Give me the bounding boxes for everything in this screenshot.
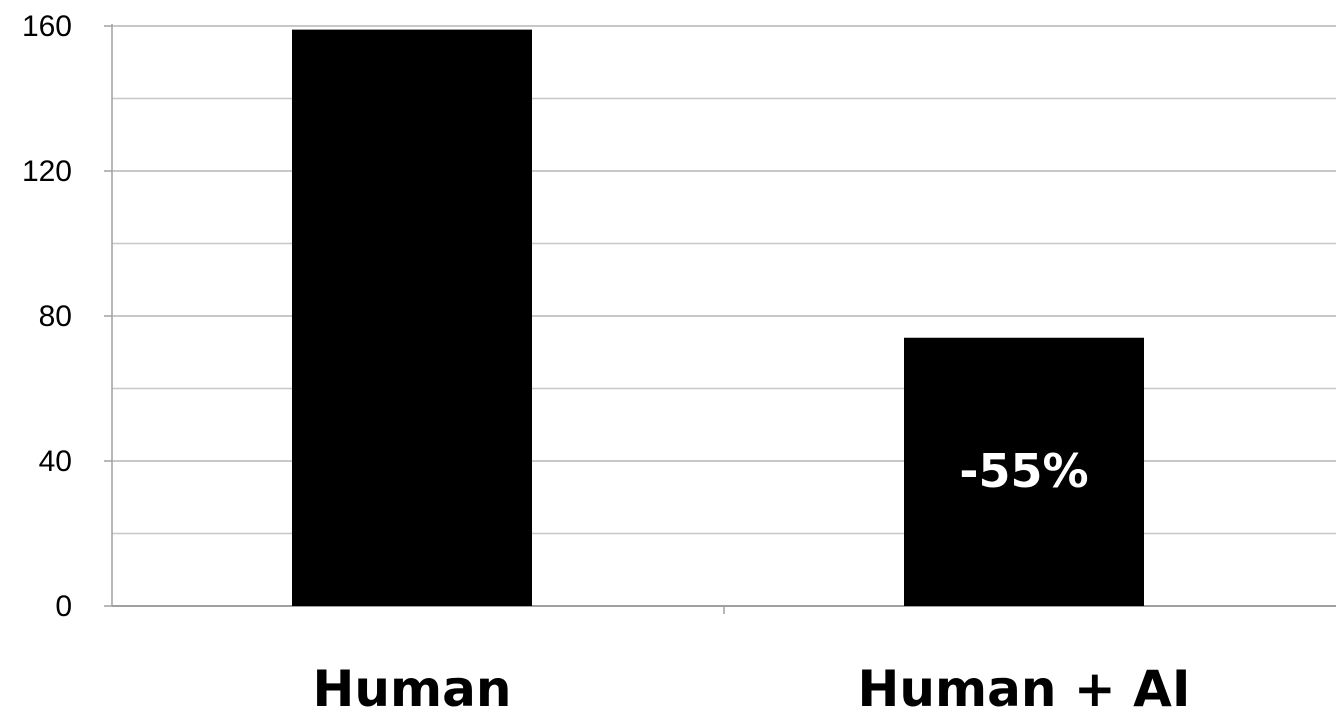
axes [104,24,1336,614]
y-tick-label: 40 [39,445,72,478]
data-label: -55% [959,444,1088,498]
labels: 0 40 80 120 160 Human Human + AI -55% [22,10,1191,709]
y-tick-label: 160 [22,10,72,43]
x-category-label: Human + AI [858,660,1191,709]
y-tick-label: 80 [39,300,72,333]
bars [292,29,1144,606]
y-tick-label: 120 [22,155,72,188]
y-tick-label: 0 [55,590,72,623]
bar-human-ai [904,337,1144,606]
x-category-label: Human [313,660,512,709]
bar-human [292,29,532,606]
